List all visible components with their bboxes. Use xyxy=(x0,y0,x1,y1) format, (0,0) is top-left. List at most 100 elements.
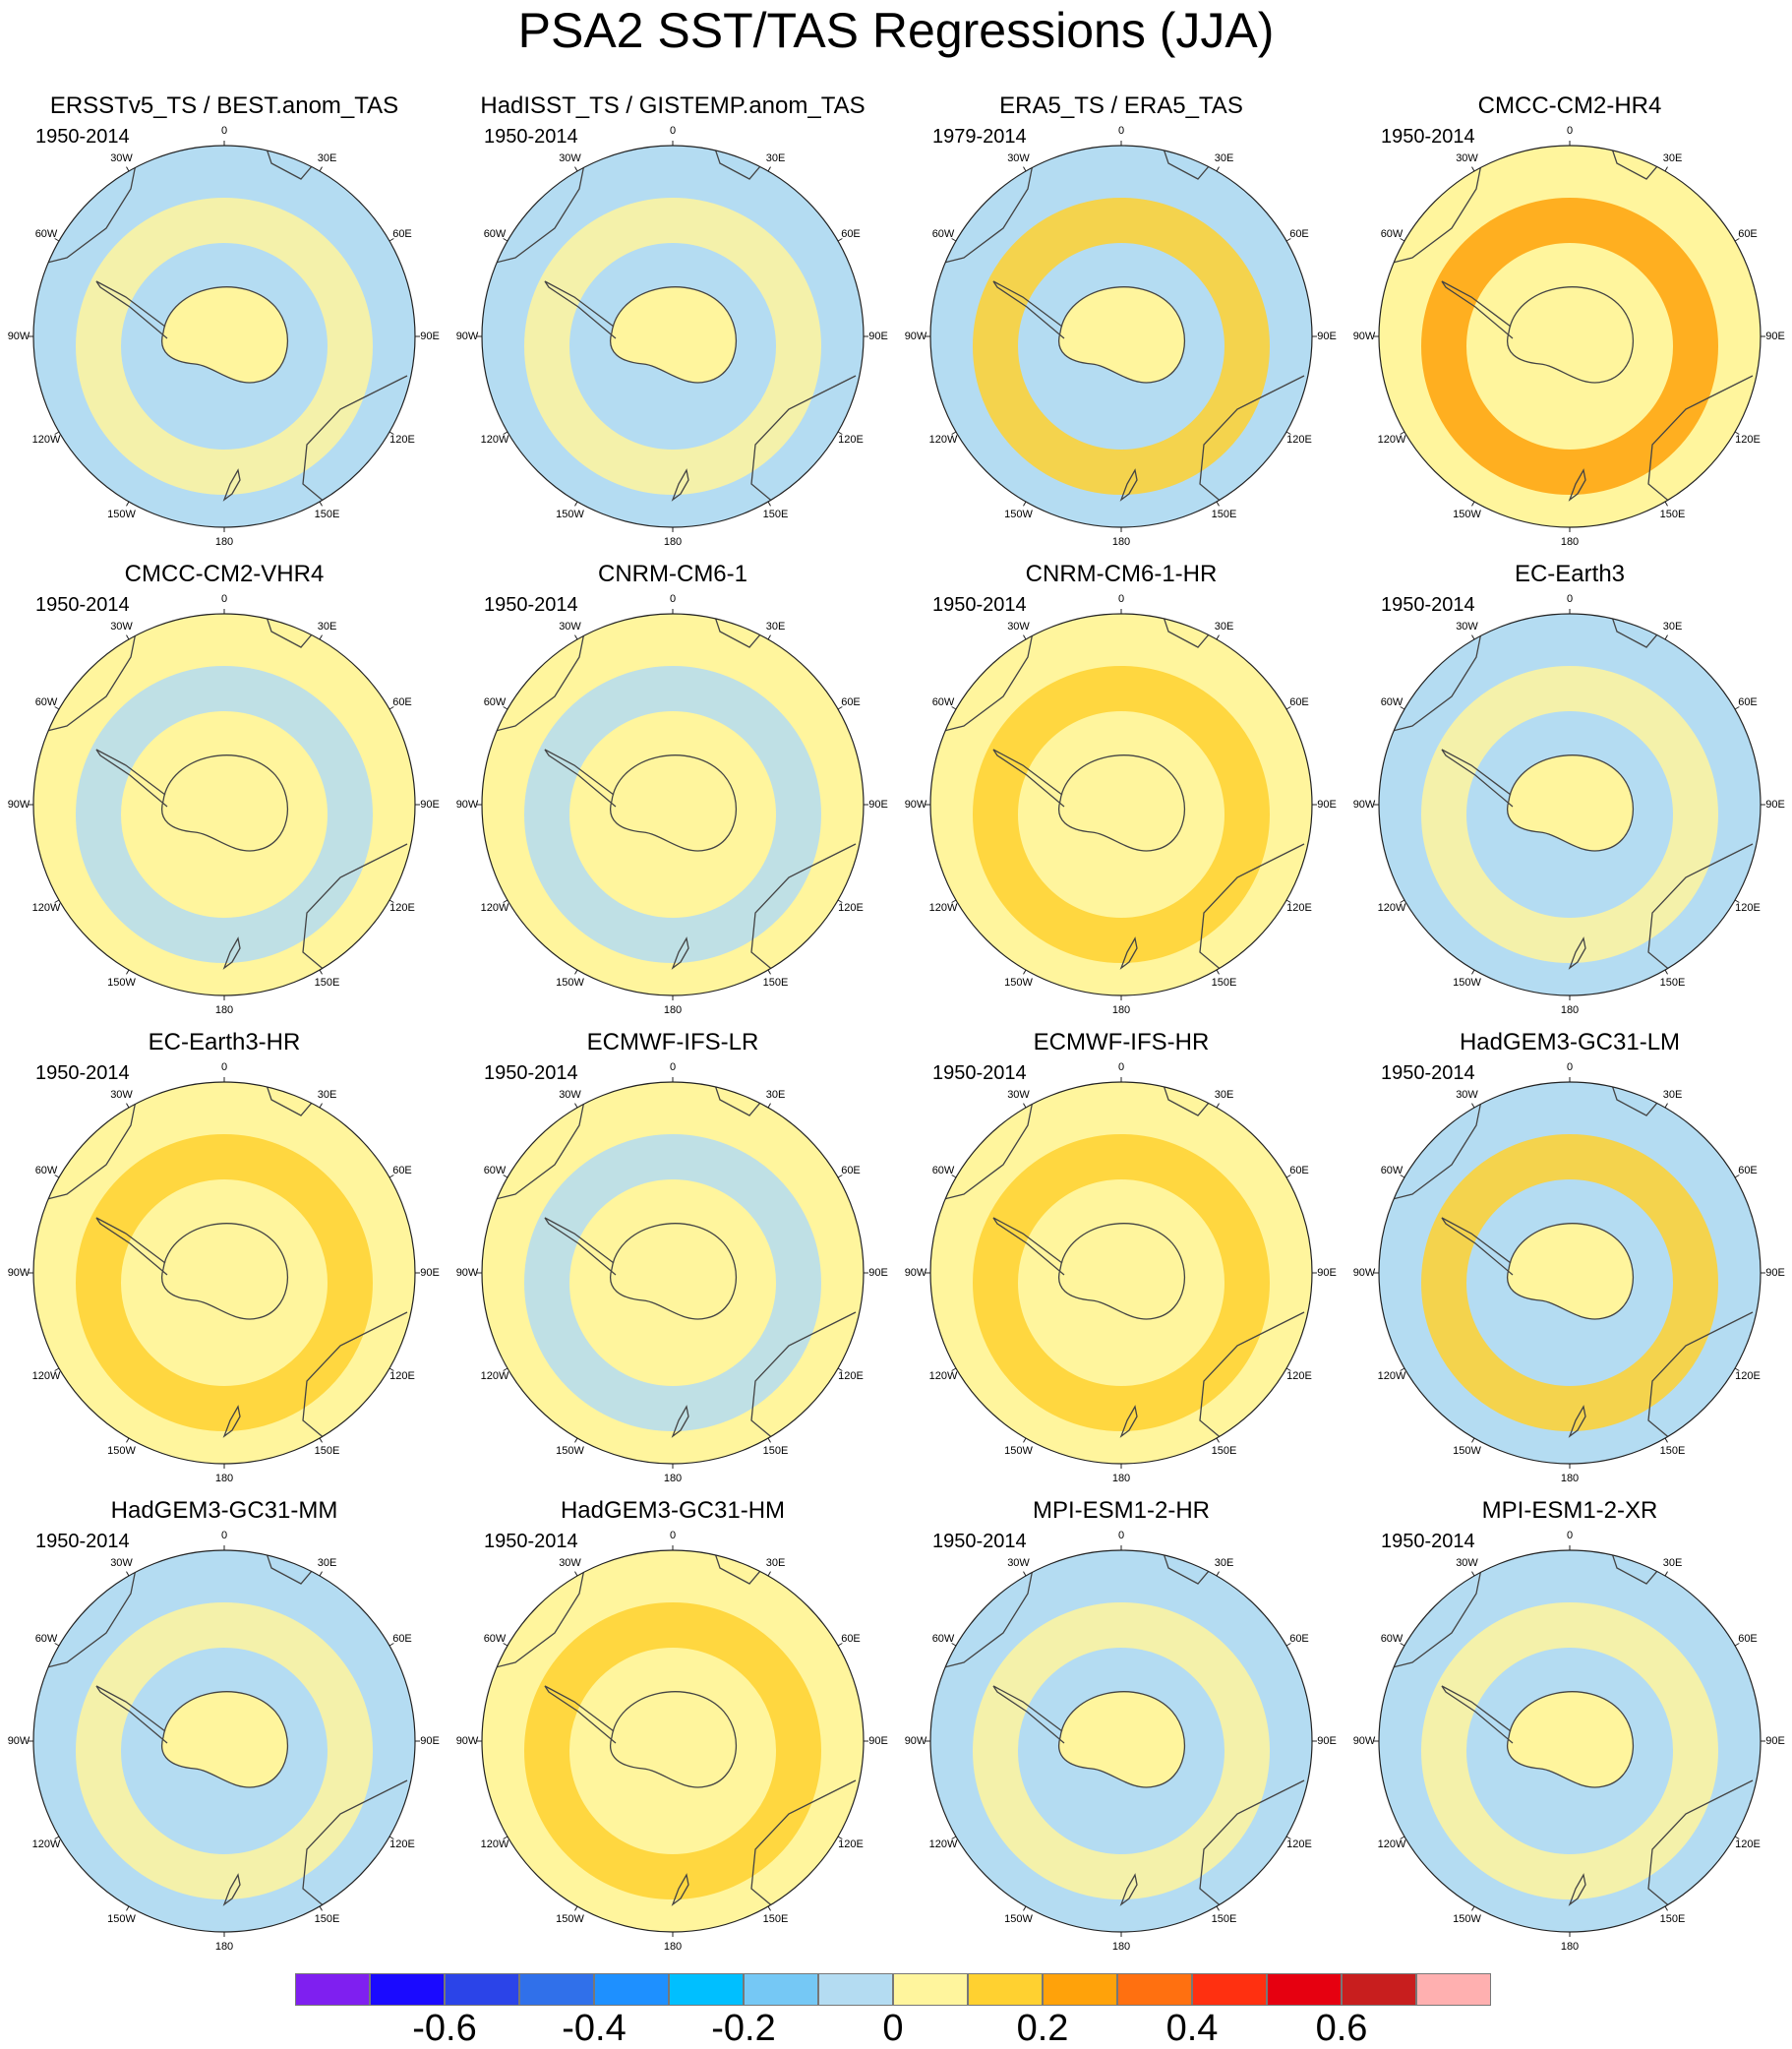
polar-map xyxy=(477,141,868,532)
lon-tick xyxy=(319,969,323,975)
lon-tick xyxy=(574,1437,578,1443)
colorbar-swatch xyxy=(1342,1973,1416,2006)
longitude-label: 90E xyxy=(420,1267,440,1279)
regression-band xyxy=(973,198,1270,495)
lon-tick xyxy=(837,706,843,710)
colorbar-swatch xyxy=(893,1973,968,2006)
longitude-label: 30W xyxy=(1007,152,1030,164)
lon-tick xyxy=(1285,706,1291,710)
figure-title: PSA2 SST/TAS Regressions (JJA) xyxy=(517,3,1275,58)
panel-title: MPI-ESM1-2-HR xyxy=(1032,1497,1210,1524)
lon-tick xyxy=(1023,634,1027,640)
lon-tick xyxy=(574,969,578,975)
longitude-label: 30W xyxy=(1007,1557,1030,1569)
longitude-label: 60E xyxy=(1289,227,1309,240)
antarctica-outline xyxy=(610,754,738,852)
antarctica-outline xyxy=(610,1691,738,1788)
longitude-label: 180 xyxy=(214,1473,234,1484)
longitude-label: 150W xyxy=(556,1912,584,1925)
regression-band xyxy=(973,1602,1270,1899)
peninsula-outline xyxy=(992,280,1065,339)
lon-tick xyxy=(1734,1175,1740,1178)
longitude-label: 90W xyxy=(455,799,479,811)
polar-map xyxy=(1374,609,1765,1000)
panel-period: 1979-2014 xyxy=(932,126,1027,148)
longitude-label: 120W xyxy=(31,1369,61,1382)
lon-tick xyxy=(767,166,771,172)
longitude-label: 30W xyxy=(110,621,133,633)
longitude-label: 180 xyxy=(1111,1004,1131,1016)
longitude-label: 60E xyxy=(841,1632,861,1645)
peninsula-outline xyxy=(544,749,617,808)
polar-map xyxy=(477,1545,868,1937)
longitude-label: 180 xyxy=(663,1473,683,1484)
lon-tick xyxy=(54,1643,60,1647)
longitude-label: 30E xyxy=(1214,621,1234,633)
panel-period: 1950-2014 xyxy=(484,594,578,616)
longitude-label: 180 xyxy=(214,536,234,548)
regression-band xyxy=(973,666,1270,963)
lon-tick xyxy=(1664,1905,1668,1911)
lon-tick xyxy=(1023,166,1027,172)
longitude-label: 30W xyxy=(1456,152,1478,164)
new-zealand-outline xyxy=(1568,936,1586,970)
longitude-label: 150E xyxy=(1211,508,1237,520)
lon-tick xyxy=(54,899,60,903)
longitude-label: 30W xyxy=(559,152,581,164)
peninsula-outline xyxy=(1441,1685,1514,1744)
longitude-label: 30W xyxy=(1456,1089,1478,1101)
longitude-label: 60W xyxy=(931,1632,955,1645)
regression-band xyxy=(76,1134,373,1431)
map-panel: MPI-ESM1-2-XR 1950-2014 0 30E 60E 90E 120E 150E… xyxy=(1345,1497,1792,1965)
longitude-label: 180 xyxy=(1111,1473,1131,1484)
longitude-label: 0 xyxy=(220,593,228,605)
longitude-label: 60E xyxy=(1289,1632,1309,1645)
lon-tick xyxy=(1023,1905,1027,1911)
lon-tick xyxy=(951,706,957,710)
lon-tick xyxy=(54,1836,60,1839)
map-panel: HadISST_TS / GISTEMP.anom_TAS 1950-2014 0 3… xyxy=(448,92,897,561)
polar-map xyxy=(477,609,868,1000)
lon-tick xyxy=(1400,899,1405,903)
longitude-label: 180 xyxy=(214,1004,234,1016)
lon-tick xyxy=(126,501,130,507)
colorbar-swatch xyxy=(1267,1973,1342,2006)
colorbar-swatch xyxy=(744,1973,818,2006)
longitude-label: 150W xyxy=(556,976,584,989)
longitude-label: 90W xyxy=(7,1735,30,1747)
longitude-label: 30E xyxy=(765,1557,786,1569)
longitude-label: 180 xyxy=(1560,1941,1580,1953)
lon-tick xyxy=(1734,238,1740,242)
south-america-outline xyxy=(930,146,1039,269)
lon-tick xyxy=(503,238,508,242)
colorbar-tick-label: 0.2 xyxy=(1016,2008,1069,2049)
longitude-label: 180 xyxy=(1560,1473,1580,1484)
antarctica-outline xyxy=(1058,1223,1186,1320)
regression-band xyxy=(1421,666,1718,963)
lon-tick xyxy=(1734,899,1740,903)
lon-tick xyxy=(1023,501,1027,507)
longitude-label: 150W xyxy=(107,976,136,989)
lon-tick xyxy=(503,1367,508,1371)
lon-tick xyxy=(767,634,771,640)
south-america-outline xyxy=(482,146,590,269)
lon-tick xyxy=(767,1571,771,1577)
longitude-label: 120W xyxy=(928,1838,958,1850)
longitude-label: 60E xyxy=(1738,1164,1758,1176)
lon-tick xyxy=(1664,969,1668,975)
longitude-label: 150E xyxy=(762,1444,789,1457)
longitude-label: 90E xyxy=(868,1735,888,1747)
longitude-label: 120E xyxy=(1286,433,1312,446)
polar-map xyxy=(926,1545,1317,1937)
colorbar-swatch xyxy=(519,1973,594,2006)
longitude-label: 60E xyxy=(392,1164,412,1176)
peninsula-outline xyxy=(544,280,617,339)
peninsula-outline xyxy=(95,280,168,339)
longitude-label: 0 xyxy=(669,1530,677,1541)
longitude-label: 120E xyxy=(389,1369,415,1382)
lon-tick xyxy=(319,1437,323,1443)
longitude-label: 60E xyxy=(392,695,412,708)
lon-tick xyxy=(1734,431,1740,435)
lon-tick xyxy=(574,1103,578,1109)
lon-tick xyxy=(1734,706,1740,710)
